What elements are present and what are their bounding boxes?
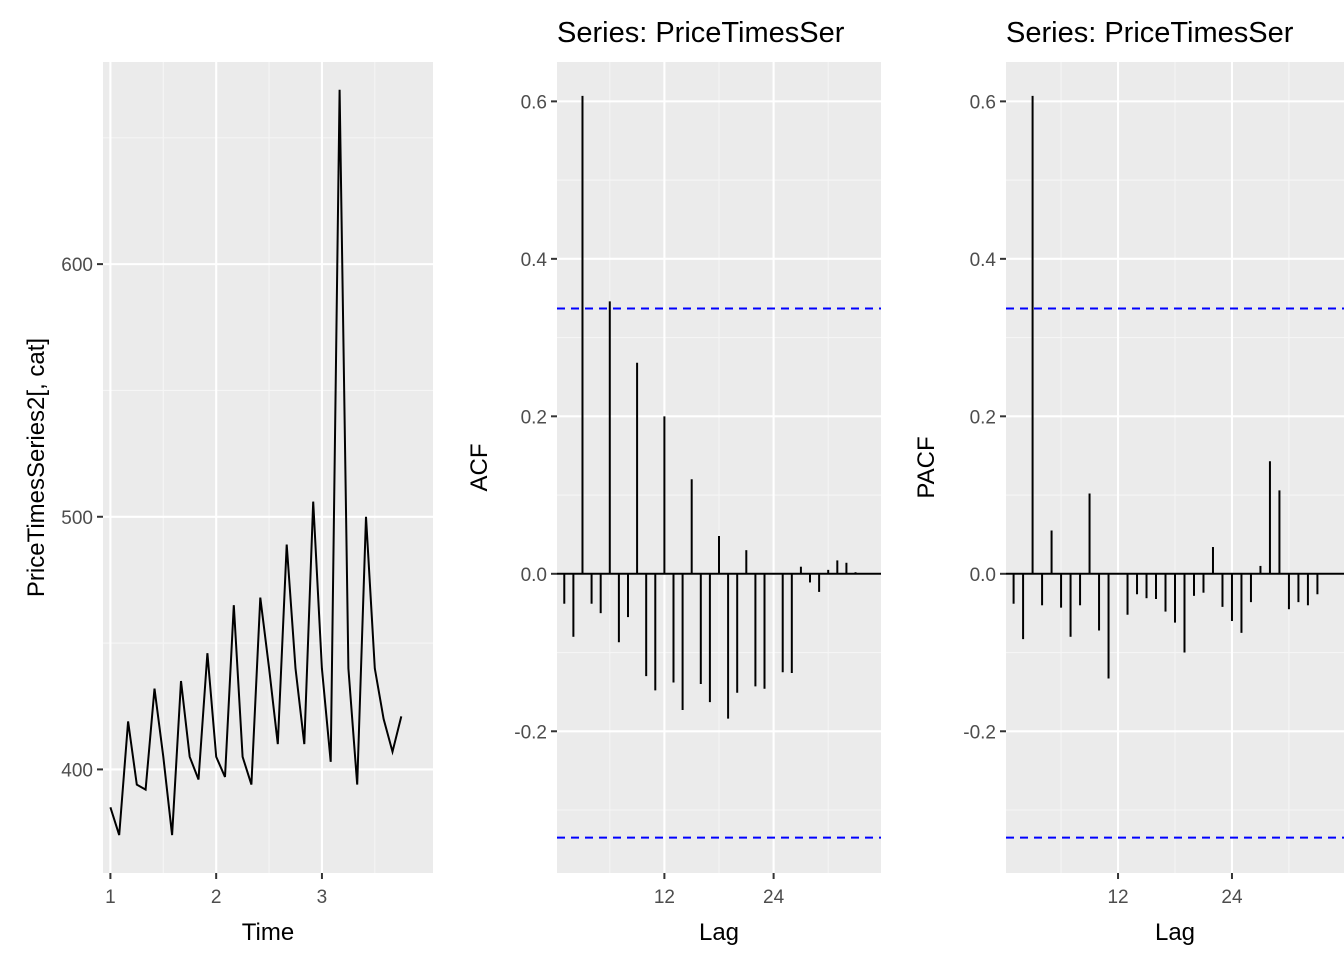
y-tick-label: 600 [61, 255, 93, 276]
x-tick-label: 12 [1107, 887, 1128, 908]
y-tick-label: 0.2 [970, 407, 996, 428]
panel-title: Series: PriceTimesSer [1006, 17, 1294, 49]
y-tick-label: 500 [61, 508, 93, 529]
y-axis-title: ACF [466, 444, 493, 492]
x-tick-label: 2 [211, 887, 222, 908]
y-tick-label: -0.2 [514, 722, 547, 743]
x-tick-label: 3 [317, 887, 328, 908]
y-tick-label: 0.4 [970, 250, 997, 271]
x-axis-title: Time [242, 919, 294, 946]
panel-background [103, 62, 433, 873]
panel-title: Series: PriceTimesSer [557, 17, 845, 49]
y-tick-label: 0.2 [521, 407, 547, 428]
series-line [109, 89, 403, 836]
x-tick-label: 24 [763, 887, 785, 908]
y-tick-label: 0.6 [521, 92, 547, 113]
pacf-panel: -0.2 0.0 0.2 0.4 0.6 12 24 Lag PACF Series: Price… [913, 17, 1344, 946]
y-tick-label: 400 [61, 760, 93, 781]
y-axis-title: PriceTimesSeries2[, cat] [23, 338, 50, 597]
acf-panel: -0.2 0.0 0.2 0.4 0.6 12 24 Lag ACF Series: PriceT… [466, 17, 881, 946]
x-tick-label: 1 [105, 887, 116, 908]
x-axis-title: Lag [699, 919, 739, 946]
y-tick-label: 0.4 [521, 250, 548, 271]
y-tick-label: 0.0 [521, 565, 547, 586]
x-tick-label: 24 [1221, 887, 1243, 908]
x-tick-label: 12 [654, 887, 675, 908]
y-tick-label: -0.2 [963, 722, 996, 743]
y-tick-label: 0.0 [970, 565, 996, 586]
time-series-panel: 400 500 600 1 2 3 Time PriceTimesSeries2[, cat] [23, 62, 433, 946]
y-tick-label: 0.6 [970, 92, 996, 113]
x-axis-title: Lag [1155, 919, 1195, 946]
y-axis-title: PACF [913, 436, 940, 498]
